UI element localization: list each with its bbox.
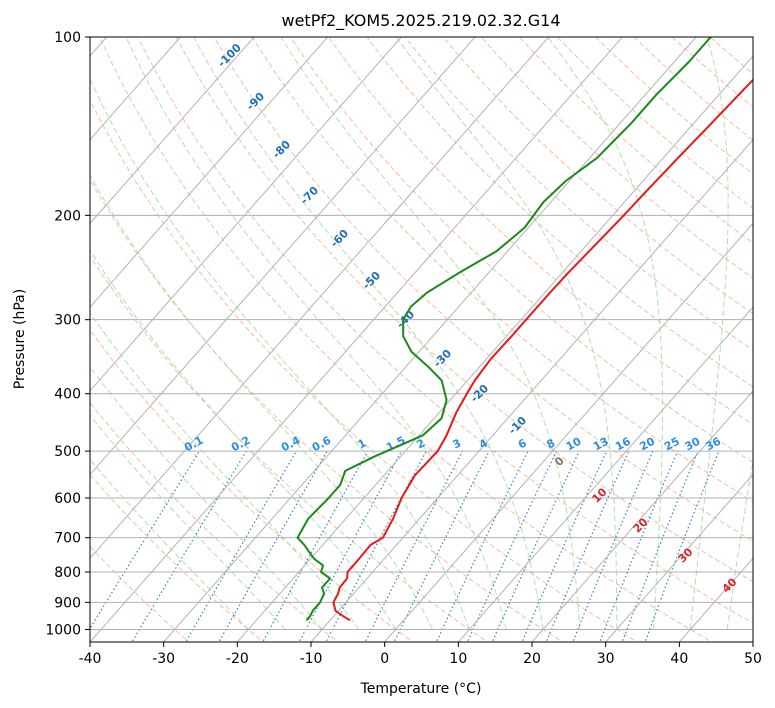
moist-adiabat [193,37,544,630]
mixing-ratio-line [599,450,679,642]
moist-adiabat [395,37,618,630]
moist-adiabat [90,458,249,630]
dry-adiabat [90,329,414,642]
isotherm [236,55,753,642]
moist-adiabat [90,414,286,630]
plot-area [90,37,753,642]
x-tick-label: -30 [152,651,175,667]
isotherm [457,306,753,642]
y-tick-label: 100 [54,30,81,46]
dry-adiabat [90,98,638,642]
isotherm [531,390,753,642]
x-tick-label: -10 [300,651,323,667]
isotherm [90,37,403,392]
sounding-series [296,37,753,622]
mixing-ratio-label: 16 [613,435,633,454]
moist-adiabat [689,37,729,630]
moist-adiabat [125,37,507,630]
mixing-ratio-label: 13 [591,435,611,454]
x-tick-label: 20 [523,651,541,667]
mixing-ratio-label: 20 [637,435,657,454]
mixing-ratio-line [298,450,403,642]
y-tick-label: 300 [54,313,81,329]
y-tick-label: 700 [54,531,81,547]
isotherm [604,473,753,642]
dewpoint-profile-line [296,37,712,621]
x-tick-label: 0 [380,651,389,667]
isotherm [90,37,182,141]
x-tick-label: -40 [79,651,102,667]
mixing-ratio-label: 30 [683,435,703,454]
pressure-grid [90,37,753,630]
x-axis: -40 -30 -20 -10 0 10 20 30 40 50 [79,642,762,667]
isotherm [752,641,753,642]
moist-adiabat [547,37,664,630]
dry-adiabat [137,37,753,624]
chart-title: wetPf2_KOM5.2025.219.02.32.G14 [281,11,560,31]
isotherm [90,37,255,225]
moist-adiabat [90,174,433,630]
x-tick-label: 50 [744,651,762,667]
mixing-ratio-line [621,450,699,642]
y-tick-label: 400 [54,387,81,403]
moist-adiabat [90,249,397,630]
moist-adiabat [726,458,753,630]
isotherm [90,37,624,642]
mixing-ratio-line [90,450,201,630]
dry-adiabat [251,37,753,503]
isotherm [90,37,476,476]
y-tick-label: 500 [54,444,81,460]
x-tick-label: 30 [597,651,615,667]
mixing-ratio-line [364,450,464,642]
plot-frame [89,36,754,643]
y-tick-label: 200 [54,208,81,224]
temperature-profile-line [332,78,753,622]
moist-adiabat [280,37,581,630]
x-tick-label: -20 [226,651,249,667]
mixing-ratio-label: 10 [564,435,584,454]
isotherm [90,37,550,560]
y-tick-label: 900 [54,595,81,611]
y-axis: 1000 900 800 700 600 500 400 300 200 100 [45,30,90,638]
dry-adiabat [328,37,753,425]
y-tick-label: 600 [54,491,81,507]
dry-adiabat [213,37,753,542]
x-tick-label: 10 [449,651,467,667]
isotherm [162,37,697,642]
mixing-ratio-label: 25 [662,435,682,454]
moist-adiabat [90,77,470,630]
x-tick-label: 40 [670,651,688,667]
isotherm [383,222,753,642]
moist-adiabat [90,366,323,630]
isotherm [90,37,329,308]
y-tick-label: 800 [54,565,81,581]
x-axis-title: Temperature (°C) [360,681,482,697]
mixing-ratio-line [466,450,558,642]
y-tick-label: 1000 [45,622,81,638]
y-axis-title: Pressure (hPa) [12,289,28,389]
mixing-ratio-label: 36 [703,435,723,454]
isotherm [310,138,753,642]
mixing-ratio-line [185,450,297,642]
mixing-ratio-line [435,450,529,642]
mixing-ratio-line [572,450,654,642]
